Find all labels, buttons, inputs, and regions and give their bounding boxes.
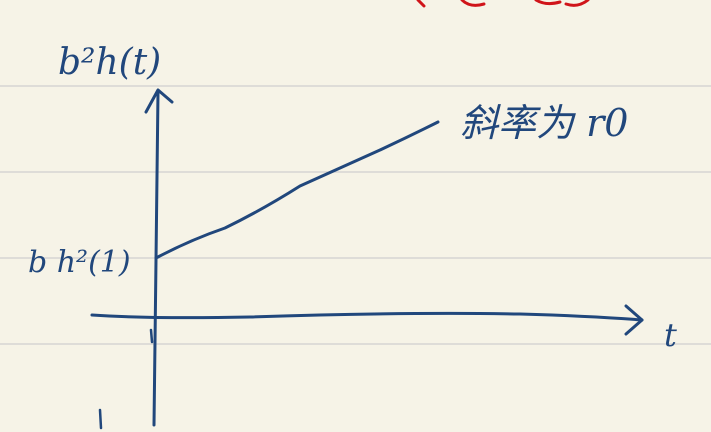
slope-annotation: 斜率为 r0 [460,101,628,145]
intercept-label: b h²(1) [28,245,131,280]
stray-mark [98,408,103,430]
red-scribble [416,0,590,8]
red-stroke [534,0,562,6]
y-axis [144,88,174,427]
y-axis-label: b²h(t) [58,42,161,83]
red-stroke [564,0,590,7]
x-axis-line [90,311,644,322]
growth-curve [154,120,440,260]
origin-tick [149,328,154,344]
x-axis [90,304,644,336]
y-axis-arrowhead [144,88,174,114]
red-stroke [416,0,426,8]
y-axis-line [152,90,160,427]
x-axis-label: t [664,316,677,354]
x-axis-arrowhead [624,304,644,336]
red-stroke [460,0,486,7]
ruled-lines [0,85,711,345]
